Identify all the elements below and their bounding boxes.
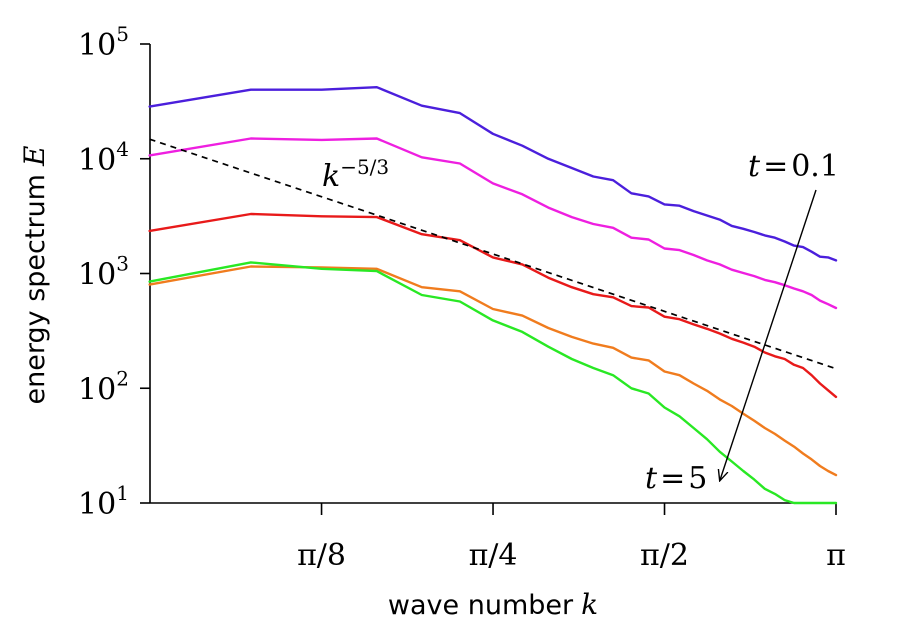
y-axis-title: energy spectrum E xyxy=(18,146,51,405)
annotation-t-end-eq: = xyxy=(660,461,685,496)
series-line-2 xyxy=(148,137,838,310)
y-tick-exponent: 1 xyxy=(116,481,129,505)
time-evolution-arrow xyxy=(720,189,817,480)
y-tick-exponent: 4 xyxy=(116,137,129,161)
y-axis-title-var: E xyxy=(18,146,51,167)
annotation-t-start: t = 0.1 xyxy=(748,149,839,184)
y-tick-base: 10 xyxy=(78,487,116,522)
x-axis-title: wave number k xyxy=(388,588,598,621)
series-line-5 xyxy=(148,261,838,505)
y-tick-exponent: 3 xyxy=(116,252,129,276)
x-ticks: π/8 π/4 π/2 π xyxy=(297,503,846,573)
y-tick-label: 104 xyxy=(78,137,129,178)
reference-label-base: k xyxy=(322,159,340,194)
y-tick-exponent: 2 xyxy=(116,366,129,390)
reference-slope-line xyxy=(149,138,837,370)
series-line-4 xyxy=(148,265,838,477)
annotation-t-end-value: 5 xyxy=(688,461,707,496)
y-tick-label: 103 xyxy=(78,252,129,293)
y-tick-base: 10 xyxy=(78,372,116,407)
x-tick-label: π/2 xyxy=(640,538,689,573)
y-tick-base: 10 xyxy=(78,258,116,293)
y-axis-title-text: energy spectrum xyxy=(20,174,51,404)
y-tick-label: 105 xyxy=(78,22,129,63)
annotation-t-end-var: t xyxy=(645,461,658,496)
y-tick-label: 101 xyxy=(78,481,129,522)
reference-label-exponent: −5/3 xyxy=(340,155,389,179)
x-tick-label: π/8 xyxy=(297,538,346,573)
annotation-t-start-value: 0.1 xyxy=(791,149,839,184)
y-tick-base: 10 xyxy=(78,28,116,63)
x-axis-title-text: wave number xyxy=(388,590,574,621)
annotation-t-start-var: t xyxy=(748,149,761,184)
annotation-t-start-eq: = xyxy=(763,149,788,184)
y-tick-label: 102 xyxy=(78,366,129,407)
annotation-t-end: t = 5 xyxy=(645,461,707,496)
series-line-3 xyxy=(148,212,838,399)
reference-line-label: k−5/3 xyxy=(322,155,389,194)
y-tick-base: 10 xyxy=(78,143,116,178)
series-lines xyxy=(148,85,838,505)
series-line-1 xyxy=(148,85,838,262)
x-tick-label: π xyxy=(826,538,846,573)
x-tick-label: π/4 xyxy=(469,538,518,573)
x-axis-title-var: k xyxy=(581,588,598,621)
y-tick-exponent: 5 xyxy=(116,22,129,46)
